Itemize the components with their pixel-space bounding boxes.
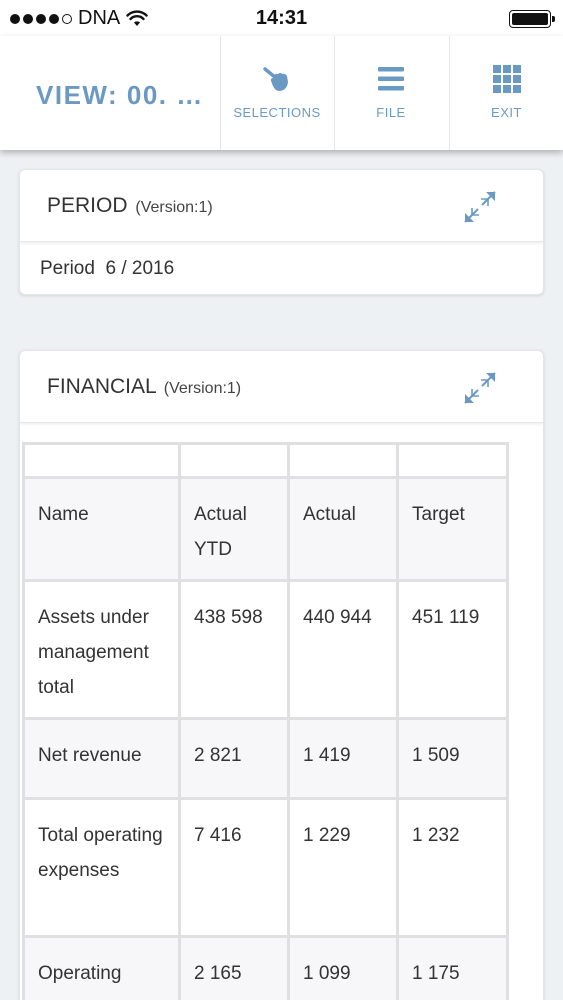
row-name: Assets under management total bbox=[22, 579, 181, 720]
cell-actual-ytd: 2 165 bbox=[178, 935, 290, 1000]
wifi-icon bbox=[126, 9, 148, 26]
cell-actual: 1 099 bbox=[287, 935, 399, 1000]
cell-target: 1 175 bbox=[396, 935, 509, 1000]
cell-target: 1 232 bbox=[396, 797, 509, 938]
column-header[interactable]: Actual YTD bbox=[178, 476, 290, 582]
file-button[interactable]: FILE bbox=[334, 36, 447, 150]
expand-icon[interactable] bbox=[461, 188, 499, 226]
row-name-link[interactable]: Operating profit bbox=[22, 935, 181, 1000]
table-spacer-row bbox=[22, 442, 509, 479]
cell-actual: 440 944 bbox=[287, 579, 399, 720]
cell-target: 1 509 bbox=[396, 717, 509, 800]
column-header[interactable]: Actual bbox=[287, 476, 399, 582]
cell-actual: 1 229 bbox=[287, 797, 399, 938]
period-version: (Version:1) bbox=[135, 199, 213, 216]
app-header: VIEW: 00. S... SELECTIONS FILE bbox=[0, 36, 563, 150]
signal-strength-icon bbox=[10, 13, 72, 24]
period-value: Period 6 / 2016 bbox=[40, 258, 175, 279]
grid-icon bbox=[492, 65, 521, 93]
expand-icon[interactable] bbox=[461, 369, 499, 407]
selections-button[interactable]: SELECTIONS bbox=[220, 36, 333, 150]
menu-icon bbox=[378, 67, 404, 91]
table-row: Assets under management total 438 598 44… bbox=[22, 579, 509, 720]
cell-actual-ytd: 7 416 bbox=[178, 797, 290, 938]
view-title[interactable]: VIEW: 00. S... bbox=[36, 80, 218, 110]
table-header-row: Name Actual YTD Actual Target bbox=[22, 476, 509, 582]
row-name: Total operating expenses bbox=[22, 797, 181, 938]
column-header[interactable]: Name bbox=[22, 476, 181, 582]
period-card-header: PERIOD (Version:1) bbox=[20, 170, 543, 242]
period-title-text: PERIOD bbox=[47, 194, 128, 217]
table-row: Total operating expenses 7 416 1 229 1 2… bbox=[22, 797, 509, 938]
financial-version: (Version:1) bbox=[163, 380, 242, 397]
table-row: Net revenue 2 821 1 419 1 509 bbox=[22, 717, 509, 800]
financial-table: Name Actual YTD Actual Target Assets und… bbox=[22, 442, 509, 1000]
exit-button[interactable]: EXIT bbox=[449, 36, 563, 150]
hand-pointer-icon bbox=[263, 67, 288, 91]
financial-card-header: FINANCIAL (Version:1) bbox=[20, 351, 543, 423]
table-row: Operating profit 2 165 1 099 1 175 bbox=[22, 935, 509, 1000]
financial-title-text: FINANCIAL bbox=[47, 375, 156, 398]
cell-actual-ytd: 2 821 bbox=[178, 717, 290, 800]
file-label: FILE bbox=[376, 105, 406, 120]
cell-actual: 1 419 bbox=[287, 717, 399, 800]
period-card: PERIOD (Version:1) Period 6 / 2016 bbox=[19, 169, 544, 295]
status-bar: DNA 14:31 bbox=[0, 0, 563, 36]
status-left: DNA bbox=[10, 7, 148, 30]
exit-label: EXIT bbox=[491, 105, 522, 120]
status-time: 14:31 bbox=[255, 7, 308, 29]
selections-label: SELECTIONS bbox=[233, 105, 321, 120]
cell-actual-ytd: 438 598 bbox=[178, 579, 290, 720]
column-header[interactable]: Target bbox=[396, 476, 509, 582]
cell-target: 451 119 bbox=[396, 579, 509, 720]
carrier-name: DNA bbox=[78, 7, 121, 29]
row-name-link[interactable]: Net revenue bbox=[22, 717, 181, 800]
battery-icon bbox=[509, 10, 555, 28]
financial-card-title: FINANCIAL (Version:1) bbox=[47, 375, 241, 399]
period-card-title: PERIOD (Version:1) bbox=[47, 194, 213, 218]
